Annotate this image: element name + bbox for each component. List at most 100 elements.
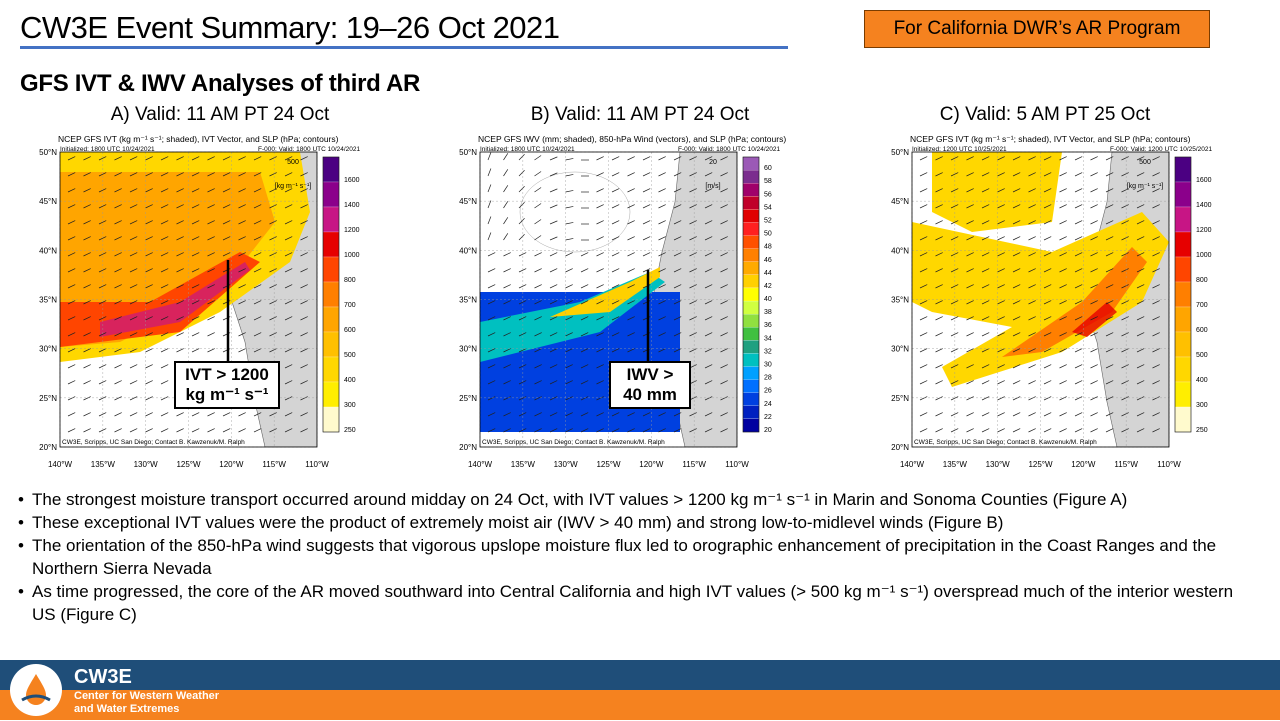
colorbar-label: 800 <box>1196 277 1208 284</box>
colorbar-label: 46 <box>764 257 772 264</box>
wind-vector <box>565 348 573 353</box>
wind-vector <box>253 204 262 209</box>
wind-vector <box>269 204 277 209</box>
wind-vector <box>966 236 974 241</box>
wind-vector <box>981 172 990 177</box>
wind-vector <box>1012 252 1021 257</box>
wind-vector <box>1043 268 1052 273</box>
lon-label: 115°W <box>1114 460 1138 469</box>
colorbar-swatch <box>742 366 760 380</box>
wind-vector <box>1105 412 1114 417</box>
wind-vector <box>642 236 651 241</box>
wind-vector <box>966 396 974 401</box>
wind-vector <box>1028 412 1036 417</box>
wind-vector <box>284 252 293 257</box>
colorbar-swatch <box>742 248 760 262</box>
wind-vector <box>1136 300 1145 305</box>
wind-vector <box>981 220 990 225</box>
wind-vector <box>238 332 246 337</box>
wind-vector <box>596 220 604 225</box>
wind-vector <box>253 284 262 289</box>
wind-vector <box>191 316 200 321</box>
wind-vector <box>596 412 604 417</box>
wind-vector <box>981 252 990 257</box>
wind-vector <box>1105 428 1114 433</box>
wind-vector <box>487 216 492 225</box>
wind-vector <box>534 332 542 337</box>
wind-vector <box>284 348 293 353</box>
wind-vector <box>114 332 122 337</box>
wind-vector <box>253 156 262 161</box>
wind-vector <box>704 364 713 369</box>
wind-vector <box>689 284 697 289</box>
wind-vector <box>1105 364 1114 369</box>
wind-vector <box>83 396 91 401</box>
wind-vector <box>997 428 1005 433</box>
wind-vector <box>642 252 651 257</box>
wind-vector <box>549 172 558 177</box>
wind-vector <box>997 380 1005 385</box>
wind-vector <box>565 206 574 209</box>
wind-vector <box>114 316 122 321</box>
wind-vector <box>67 348 76 353</box>
wind-vector <box>83 156 91 161</box>
wind-vector <box>269 332 277 337</box>
wind-vector <box>191 348 200 353</box>
wind-vector <box>518 268 527 273</box>
wind-vector <box>1105 156 1114 161</box>
wind-vector <box>935 172 943 177</box>
wind-vector <box>1136 316 1145 321</box>
colorbar-swatch <box>742 156 760 171</box>
wind-vector <box>950 252 959 257</box>
wind-vector <box>518 218 525 225</box>
lat-label: 35°N <box>891 296 909 305</box>
wind-vector <box>997 364 1005 369</box>
wind-vector <box>487 332 496 337</box>
wind-vector <box>83 268 91 273</box>
wind-vector <box>176 284 184 289</box>
wind-vector <box>129 252 138 257</box>
wind-vector <box>565 428 573 433</box>
wind-vector <box>83 204 91 209</box>
colorbar-swatch <box>1174 381 1192 408</box>
wind-vector <box>253 236 262 241</box>
wind-vector <box>1121 300 1129 305</box>
wind-vector <box>919 172 928 177</box>
wind-vector <box>300 332 308 337</box>
colorbar-swatch <box>742 340 760 354</box>
wind-vector <box>919 364 928 369</box>
wind-vector <box>160 236 169 241</box>
wind-vector <box>981 380 990 385</box>
colorbar-label: 54 <box>764 204 772 211</box>
wind-vector <box>997 396 1005 401</box>
wind-vector <box>1043 428 1052 433</box>
wind-vector <box>1028 252 1036 257</box>
colorbar-label: 48 <box>764 244 772 251</box>
wind-vector <box>642 156 651 161</box>
wind-vector <box>114 348 122 353</box>
wind-vector <box>67 236 76 241</box>
wind-vector <box>67 252 76 257</box>
wind-vector <box>176 188 184 193</box>
wind-vector <box>518 332 527 337</box>
lon-label: 140°W <box>468 460 493 469</box>
wind-vector <box>1059 268 1067 273</box>
wind-vector <box>720 172 728 177</box>
wind-vector <box>1105 172 1114 177</box>
colorbar-label: 42 <box>764 283 772 290</box>
colorbar-swatch <box>1174 406 1192 433</box>
wind-vector <box>269 428 277 433</box>
wind-vector <box>160 428 169 433</box>
wind-vector <box>1059 412 1067 417</box>
wind-vector <box>253 316 262 321</box>
wind-vector <box>238 284 246 289</box>
wind-vector <box>919 380 928 385</box>
lat-label: 45°N <box>39 197 57 206</box>
wind-vector <box>1043 188 1052 193</box>
wind-vector <box>518 412 527 417</box>
wind-vector <box>720 156 728 161</box>
wind-vector <box>673 316 682 321</box>
ivt-core <box>1002 247 1147 357</box>
footer-bar: CW3E Center for Western Weather and Wate… <box>0 660 1280 720</box>
wind-vector <box>658 220 666 225</box>
